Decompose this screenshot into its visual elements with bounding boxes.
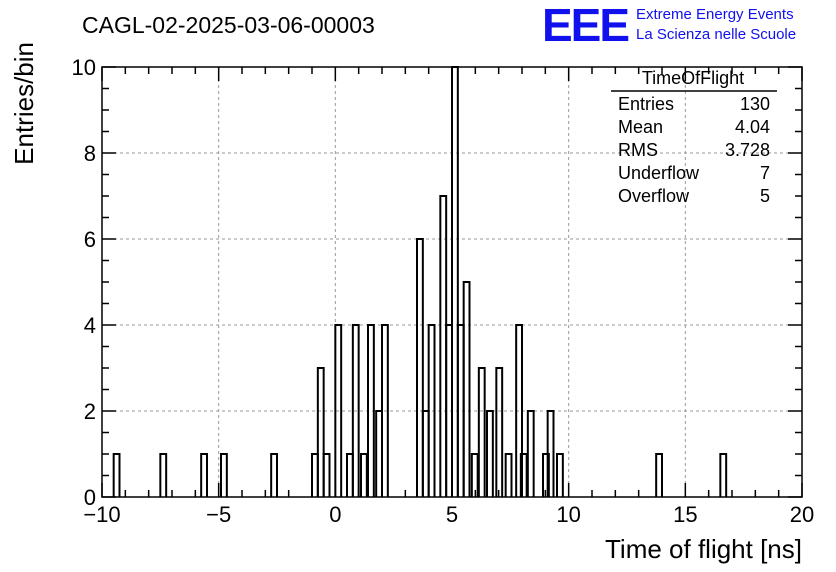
histogram-bin [322, 453, 331, 497]
histogram-bin [316, 367, 325, 497]
stats-label: Overflow [618, 186, 690, 206]
histogram-bin [270, 453, 278, 497]
y-tick-label: 0 [84, 485, 96, 510]
histogram-bin [477, 367, 486, 497]
y-tick-label: 2 [84, 399, 96, 424]
histogram-bin [526, 410, 535, 497]
histogram-bin [655, 453, 663, 497]
histogram-bin [416, 238, 424, 497]
logo-line-1: Extreme Energy Events [636, 6, 794, 23]
histogram-bin [719, 453, 728, 497]
axis-ticks: −10 −5 0 5 10 15 20 0 2 4 6 8 10 [72, 55, 815, 527]
histogram-bin [112, 453, 121, 497]
logo-line-2: La Scienza nelle Scuole [636, 26, 796, 43]
histogram-bin [504, 453, 513, 497]
stats-value: 4.04 [735, 117, 770, 137]
x-tick-label: 20 [790, 502, 814, 527]
histogram-bin [381, 324, 389, 497]
eee-logo: EEE [542, 0, 628, 51]
histogram-bin [519, 453, 528, 497]
histogram-bin [515, 324, 523, 497]
y-tick-label: 6 [84, 227, 96, 252]
histogram-bin [495, 367, 504, 497]
stats-value: 5 [760, 186, 770, 206]
x-tick-label: 15 [673, 502, 697, 527]
stats-name: TimeOfFlight [642, 68, 744, 88]
y-tick-label: 8 [84, 141, 96, 166]
histogram-bin [351, 324, 360, 497]
histogram-bin [486, 410, 494, 497]
x-tick-label: 5 [446, 502, 458, 527]
histogram-bin [462, 281, 471, 497]
stats-label: Underflow [618, 163, 700, 183]
stats-label: Mean [618, 117, 663, 137]
histogram-bin [200, 453, 208, 497]
histogram-bin [367, 324, 375, 497]
histogram-bin [542, 453, 550, 497]
histogram-bin [556, 453, 564, 497]
stats-label: Entries [618, 94, 674, 114]
x-tick-label: −5 [206, 502, 231, 527]
histogram-series [112, 66, 728, 497]
x-tick-label: 10 [556, 502, 580, 527]
run-title: CAGL-02-2025-03-06-00003 [82, 12, 375, 38]
stats-box: TimeOfFlight Entries 130 Mean 4.04 RMS 3.728 U… [611, 68, 777, 206]
histogram-bin [159, 453, 168, 497]
y-axis-title: Entries/bin [9, 42, 39, 165]
y-tick-label: 4 [84, 313, 96, 338]
y-tick-label: 10 [72, 55, 96, 80]
histogram-bin [334, 324, 343, 497]
x-axis-title: Time of flight [ns] [605, 534, 802, 564]
x-tick-label: −10 [83, 502, 120, 527]
histogram-bin [220, 453, 228, 497]
x-tick-label: 0 [329, 502, 341, 527]
stats-label: RMS [618, 140, 658, 160]
stats-value: 7 [760, 163, 770, 183]
histogram-bin [360, 453, 368, 497]
histogram-bin [546, 410, 555, 497]
histogram-bin [470, 453, 479, 497]
stats-value: 3.728 [725, 140, 770, 160]
histogram-bin [427, 324, 436, 497]
stats-value: 130 [740, 94, 770, 114]
